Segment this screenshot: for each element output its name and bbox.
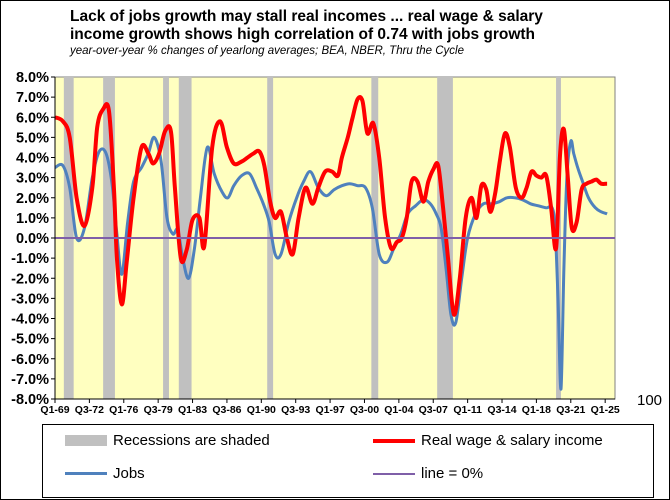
y-tick-label: -1.0%	[11, 251, 49, 267]
y-tick-label: 3.0%	[16, 171, 49, 187]
legend-label-wages: Real wage & salary income	[421, 432, 603, 449]
x-tick-label: Q1-18	[522, 404, 551, 416]
y-tick-label: 1.0%	[16, 211, 49, 227]
legend-item-jobs: Jobs	[65, 465, 145, 482]
stray-axis-label: 100	[637, 392, 662, 409]
x-tick-label: Q3-79	[144, 404, 173, 416]
chart-title-line-2: income growth shows high correlation of …	[70, 26, 536, 43]
x-tick-label: Q1-90	[247, 404, 276, 416]
chart-title: Lack of jobs growth may stall real incom…	[70, 8, 630, 44]
x-tick-label: Q3-93	[281, 404, 310, 416]
chart-subtitle: year-over-year % changes of yearlong ave…	[70, 45, 464, 57]
y-tick-label: 8.0%	[16, 70, 49, 86]
y-tick-label: -6.0%	[11, 352, 49, 368]
x-tick-label: Q1-25	[591, 404, 620, 416]
chart-title-line-1: Lack of jobs growth may stall real incom…	[70, 8, 543, 25]
x-axis-tick-labels: Q1-69 Q3-72 Q1-76 Q3-79 Q1-83 Q3-86 Q1-90 Q3-93…	[40, 399, 620, 416]
x-tick-label: Q3-00	[350, 404, 379, 416]
x-tick-label: Q1-83	[178, 404, 207, 416]
x-tick-label: Q3-14	[487, 404, 516, 416]
y-tick-label: -8.0%	[11, 392, 49, 408]
x-tick-label: Q3-21	[556, 404, 585, 416]
jobs-swatch	[65, 472, 107, 475]
legend-label-recessions: Recessions are shaded	[113, 432, 270, 449]
x-tick-label: Q1-04	[384, 404, 413, 416]
y-tick-label: 4.0%	[16, 151, 49, 167]
legend-label-zero-line: line = 0%	[421, 465, 484, 482]
y-tick-label: 5.0%	[16, 130, 49, 146]
legend-item-zero-line: line = 0%	[373, 465, 483, 482]
series-line-jobs	[54, 135, 608, 391]
recession-swatch	[65, 435, 107, 446]
y-tick-label: -5.0%	[11, 332, 49, 348]
legend-item-wages: Real wage & salary income	[373, 432, 603, 449]
x-tick-label: Q1-76	[109, 404, 138, 416]
legend: Recessions are shaded Real wage & salary…	[42, 424, 654, 498]
y-tick-label: 7.0%	[16, 90, 49, 106]
x-tick-label: Q1-97	[315, 404, 344, 416]
wages-swatch	[373, 438, 415, 443]
x-tick-label: Q1-11	[453, 404, 482, 416]
axes	[54, 77, 615, 400]
y-tick-label: -3.0%	[11, 291, 49, 307]
y-tick-label: 2.0%	[16, 191, 49, 207]
x-tick-label: Q1-69	[40, 404, 69, 416]
legend-label-jobs: Jobs	[113, 465, 145, 482]
x-tick-label: Q3-72	[75, 404, 104, 416]
series-lines	[54, 95, 615, 391]
zero-line-swatch	[373, 472, 415, 475]
y-tick-label: 6.0%	[16, 110, 49, 126]
y-tick-label: -7.0%	[11, 372, 49, 388]
y-tick-label: -2.0%	[11, 271, 49, 287]
series-line-wages	[54, 95, 608, 317]
y-tick-label: -4.0%	[11, 312, 49, 328]
y-axis-tick-labels: 8.0% 7.0% 6.0% 5.0% 4.0% 3.0% 2.0% 1.0% 0.0% -1.0…	[11, 70, 49, 408]
x-tick-label: Q3-86	[212, 404, 241, 416]
x-tick-label: Q3-07	[419, 404, 448, 416]
y-axis-ticks	[51, 76, 55, 400]
legend-item-recessions: Recessions are shaded	[65, 432, 270, 449]
y-tick-label: 0.0%	[16, 231, 49, 247]
